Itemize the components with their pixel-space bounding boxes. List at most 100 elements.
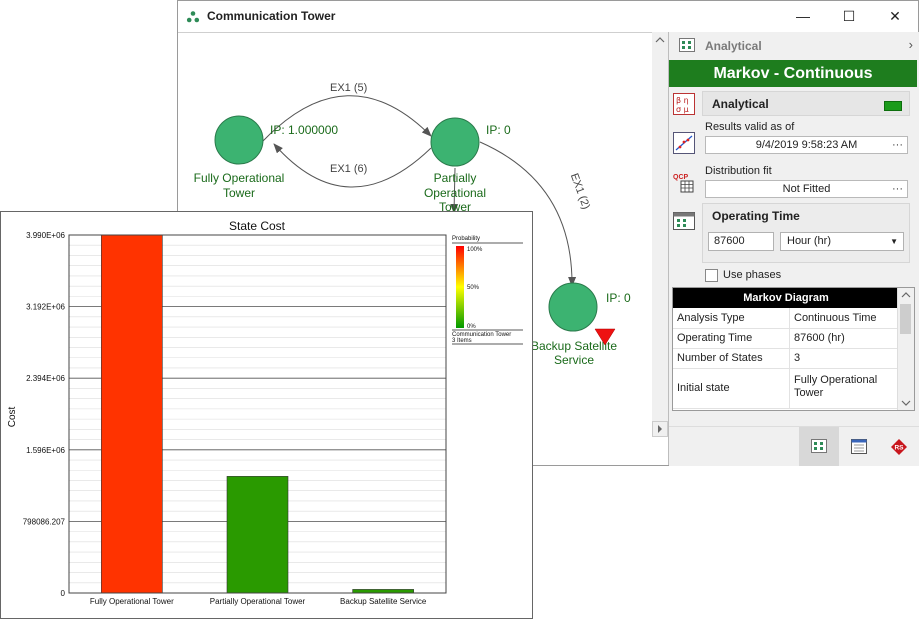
analytical-icon [679, 38, 695, 52]
results-valid-field[interactable]: 9/4/2019 9:58:23 AM ··· [705, 136, 908, 154]
scroll-right-icon[interactable] [652, 421, 668, 437]
transition-arrow-3[interactable] [479, 141, 577, 287]
operating-time-input[interactable]: 87600 [708, 232, 774, 251]
time-unit-select[interactable]: Hour (hr) ▼ [780, 232, 904, 251]
diagram-view-icon [811, 439, 827, 453]
transition-arrow-4[interactable] [450, 167, 459, 214]
close-button[interactable]: ✕ [889, 8, 901, 24]
distribution-fit-label: Distribution fit [705, 165, 772, 177]
analytical-settings: Analytical Results valid as of 9/4/2019 … [699, 91, 914, 287]
property-name: Number of States [677, 352, 763, 364]
bar-fully-operational-tower[interactable] [101, 234, 163, 594]
use-phases-label: Use phases [723, 269, 782, 281]
legend-tick-100: 100% [467, 247, 483, 253]
operating-time-section: Operating Time 87600 Hour (hr) ▼ [702, 203, 910, 263]
calendar-report-icon [851, 439, 867, 454]
legend-title: Probability [452, 236, 480, 242]
state-ip-partially-operational: IP: 0 [486, 123, 511, 137]
rs-logo-icon: RS [891, 439, 907, 455]
table-row[interactable]: Number of States 3 [673, 348, 899, 369]
state-node-partially-operational[interactable] [430, 117, 480, 167]
property-value: Fully Operational Tower [789, 368, 899, 408]
y-tick-label: 3.990E+06 [26, 231, 65, 240]
panel-header[interactable]: Analytical › [669, 32, 919, 58]
state-label-backup-satellite-2: Service [554, 353, 594, 367]
probability-gradient-bar [456, 246, 464, 328]
properties-title: Markov Diagram [673, 288, 899, 308]
chevron-down-icon[interactable]: ▼ [890, 237, 898, 246]
panel-footer: RS [669, 426, 919, 466]
chevron-right-icon[interactable]: › [908, 37, 913, 52]
transition-label-3: EX1 (2) [568, 172, 592, 211]
table-row[interactable]: Operating Time 87600 (hr) [673, 328, 899, 349]
x-tick-label: Backup Satellite Service [340, 597, 427, 606]
bar-backup-satellite-service[interactable] [352, 589, 414, 594]
markov-diagram-properties: Markov Diagram Analysis Type Continuous … [672, 287, 915, 411]
legend-tick-0: 0% [467, 324, 476, 330]
analytical-section-header[interactable]: Analytical [702, 91, 910, 116]
status-indicator [884, 101, 902, 111]
diagram-view-button[interactable] [799, 427, 839, 466]
bar-partially-operational-tower[interactable] [226, 476, 289, 594]
x-axis-ticks: Fully Operational Tower Partially Operati… [90, 597, 427, 606]
y-tick-label: 1.596E+06 [26, 446, 65, 455]
results-more-button[interactable]: ··· [892, 139, 903, 151]
transition-label-1: EX1 (5) [330, 82, 367, 94]
state-cost-chart-window[interactable]: State Cost Cost 0 798086.207 1.596E+06 2.39… [0, 211, 533, 619]
window-title: Communication Tower [207, 9, 336, 23]
operating-time-title: Operating Time [712, 209, 800, 223]
markov-diagram: EX1 (5) EX1 (6) EX1 (2) IP: 1.000000 Ful… [194, 82, 631, 367]
use-phases-checkbox[interactable] [705, 269, 718, 282]
property-name: Analysis Type [677, 312, 745, 324]
side-panel: Analytical › Markov - Continuous β η σ μ… [668, 32, 919, 466]
qcp-calculator-icon[interactable]: QCP [673, 171, 695, 193]
y-axis-ticks: 0 798086.207 1.596E+06 2.394E+06 3.192E+06 3.… [23, 231, 66, 598]
legend-group: Communication Tower [452, 332, 511, 338]
results-valid-label: Results valid as of [705, 121, 795, 133]
chart-bars [101, 234, 414, 594]
distribution-fit-field[interactable]: Not Fitted ··· [705, 180, 908, 198]
property-name: Operating Time [677, 332, 753, 344]
scroll-up-icon[interactable] [652, 32, 668, 48]
table-row[interactable]: Analysis Type Continuous Time [673, 308, 899, 329]
diagram-settings-icon[interactable] [673, 210, 695, 232]
results-valid-value: 9/4/2019 9:58:23 AM [755, 139, 858, 151]
canvas-vertical-scrollbar[interactable] [652, 32, 668, 437]
property-value: 3 [789, 348, 899, 368]
transition-arrow-1[interactable] [262, 95, 432, 142]
state-node-fully-operational[interactable] [214, 115, 264, 165]
main-window: Communication Tower — ☐ ✕ EX1 (5) EX1 (6… [177, 0, 919, 466]
maximize-button[interactable]: ☐ [842, 8, 856, 24]
state-label-partially-operational-3: Tower [439, 200, 471, 214]
state-node-backup-satellite[interactable] [548, 282, 598, 332]
analytical-section-title: Analytical [712, 97, 769, 111]
parameters-icon[interactable]: β η σ μ [673, 93, 695, 115]
transition-arrow-2[interactable] [273, 143, 432, 188]
legend-items: 3 Items [452, 338, 472, 344]
chart-legend: Probability 100% 50% 0% Communication To… [452, 236, 523, 345]
transition-label-2: EX1 (6) [330, 163, 367, 175]
rs-button[interactable]: RS [879, 427, 919, 466]
markov-diagram-icon [186, 10, 200, 24]
state-label-partially-operational-2: Operational [424, 186, 486, 200]
distribution-fit-value: Not Fitted [782, 183, 831, 195]
analysis-type-banner: Markov - Continuous [669, 60, 917, 87]
property-value: Continuous Time [789, 308, 899, 328]
distribution-more-button[interactable]: ··· [892, 183, 903, 195]
time-unit-value: Hour (hr) [787, 235, 832, 247]
table-row[interactable]: Initial state Fully Operational Tower [673, 368, 899, 409]
state-cost-chart: State Cost Cost 0 798086.207 1.596E+06 2.39… [7, 219, 523, 606]
state-label-backup-satellite: Backup Satellite [531, 339, 617, 353]
y-tick-label: 0 [61, 589, 66, 598]
svg-text:RS: RS [894, 445, 904, 452]
y-tick-label: 2.394E+06 [26, 374, 65, 383]
report-button[interactable] [839, 427, 879, 466]
minimize-button[interactable]: — [796, 8, 810, 24]
x-tick-label: Partially Operational Tower [210, 597, 306, 606]
svg-text:QCP: QCP [673, 174, 689, 181]
plot-icon[interactable] [673, 132, 695, 154]
properties-scrollbar[interactable] [897, 288, 914, 410]
svg-text:σ μ: σ μ [676, 105, 689, 114]
state-label-fully-operational-2: Tower [223, 186, 255, 200]
chart-title: State Cost [229, 219, 286, 233]
